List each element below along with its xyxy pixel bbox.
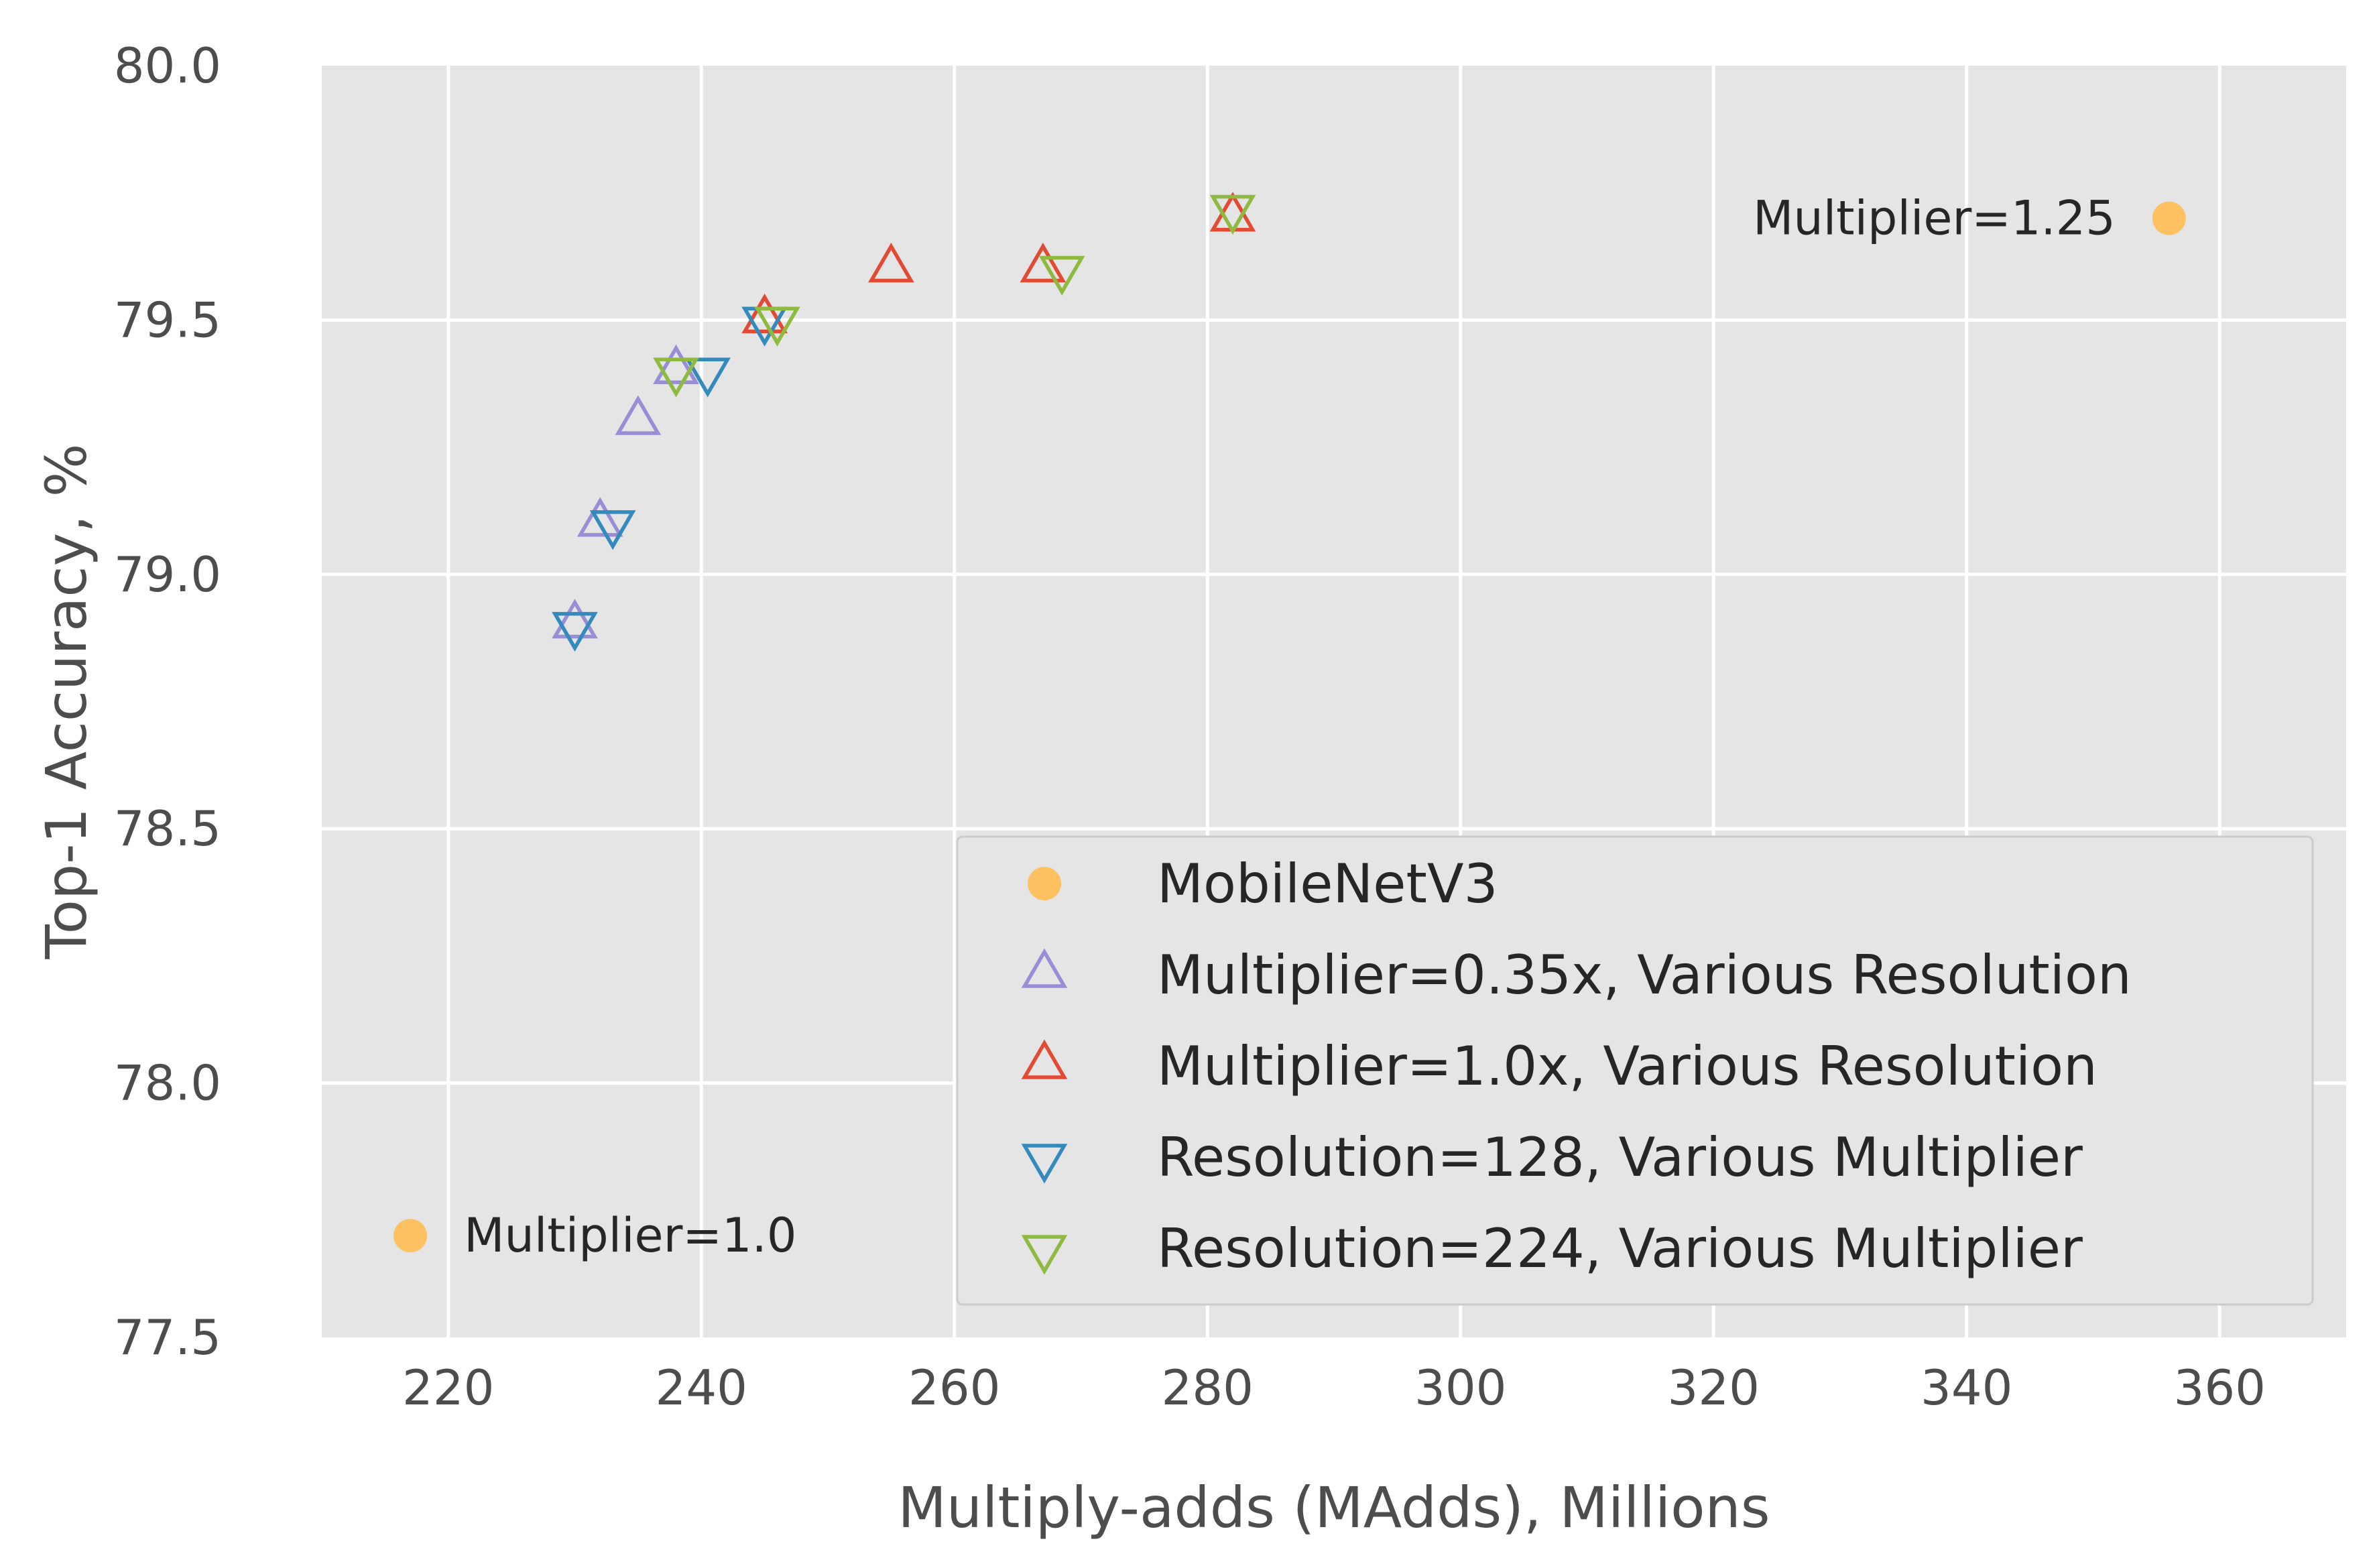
x-tick-label: 240 [656, 1360, 747, 1416]
data-point [684, 357, 731, 398]
y-axis-ticks: 77.5 78.0 78.5 79.0 79.5 80.0 [114, 38, 221, 1366]
data-point [1209, 194, 1256, 235]
x-tick-label: 220 [402, 1360, 494, 1416]
y-tick-label: 78.0 [114, 1055, 221, 1111]
legend-label: Multiplier=1.0x, Various Resolution [1157, 1035, 2097, 1097]
series-1 [552, 344, 699, 639]
data-point [615, 395, 662, 435]
data-point [653, 344, 699, 385]
legend-marker [1028, 867, 1061, 900]
y-tick-label: 79.5 [114, 292, 221, 348]
x-tick-label: 340 [1921, 1360, 2012, 1416]
legend-item: Multiplier=0.35x, Various Resolution [1021, 944, 2132, 1006]
y-tick-label: 77.5 [114, 1309, 221, 1366]
legend-marker [1021, 1144, 1068, 1184]
y-tick-label: 80.0 [114, 38, 221, 94]
legend-label: MobileNetV3 [1157, 853, 1498, 915]
data-point [393, 1219, 428, 1253]
x-tick-label: 280 [1162, 1360, 1254, 1416]
series-3 [552, 306, 788, 652]
series-0 [393, 201, 2186, 1253]
data-point [653, 357, 699, 398]
legend-label: Multiplier=0.35x, Various Resolution [1157, 944, 2132, 1006]
x-tick-label: 300 [1414, 1360, 1506, 1416]
x-axis-title: Multiply-adds (MAdds), Millions [898, 1475, 1770, 1541]
series-4 [653, 194, 1256, 398]
y-tick-label: 78.5 [114, 800, 221, 857]
data-point [552, 611, 598, 652]
legend-label: Resolution=224, Various Multiplier [1157, 1217, 2083, 1280]
data-point [2152, 201, 2186, 235]
data-point [754, 306, 800, 347]
data-point [741, 293, 788, 334]
y-axis-title: Top-1 Accuracy, % [34, 444, 99, 960]
annotation-label: Multiplier=1.0 [464, 1208, 796, 1263]
data-point [868, 243, 914, 283]
legend-item: Multiplier=1.0x, Various Resolution [1021, 1035, 2097, 1097]
legend-marker [1021, 1039, 1068, 1079]
legend-label: Resolution=128, Various Multiplier [1157, 1126, 2083, 1189]
annotations: Multiplier=1.0 Multiplier=1.25 [464, 191, 2116, 1264]
data-point [1038, 255, 1085, 296]
data-point [589, 510, 636, 550]
x-tick-label: 320 [1668, 1360, 1760, 1416]
y-tick-label: 79.0 [114, 546, 221, 603]
legend-marker [1021, 1235, 1068, 1275]
x-tick-label: 360 [2174, 1360, 2266, 1416]
legend-item: MobileNetV3 [1028, 853, 1498, 915]
legend-item: Resolution=128, Various Multiplier [1021, 1126, 2083, 1189]
legend-item: Resolution=224, Various Multiplier [1021, 1217, 2083, 1280]
annotation-label: Multiplier=1.25 [1753, 191, 2116, 246]
x-axis-ticks: 220 240 260 280 300 320 340 360 [402, 1360, 2266, 1416]
legend: MobileNetV3 Multiplier=0.35x, Various Res… [956, 835, 2314, 1306]
legend-marker [1021, 948, 1068, 988]
x-tick-label: 260 [908, 1360, 1000, 1416]
legend-box [956, 835, 2314, 1306]
grid [322, 66, 2346, 1337]
data-points [393, 192, 2186, 1253]
data-point [1020, 243, 1067, 283]
data-point [576, 497, 623, 537]
data-point [552, 599, 598, 639]
